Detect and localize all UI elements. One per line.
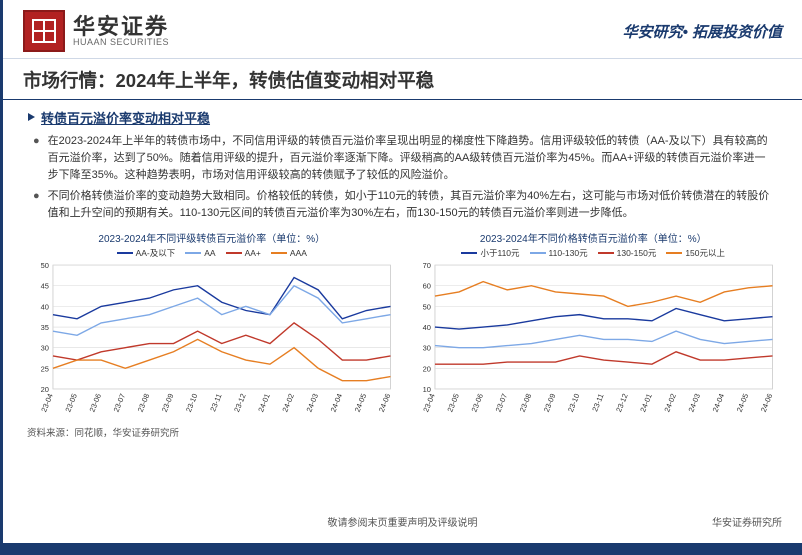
legend-swatch <box>271 252 287 254</box>
chart-legend: AA-及以下 AA AA+ AAA <box>27 247 397 259</box>
svg-text:60: 60 <box>422 282 430 291</box>
legend-label: AA+ <box>245 248 261 258</box>
svg-text:23-09: 23-09 <box>160 393 176 414</box>
svg-text:24-04: 24-04 <box>329 393 345 414</box>
chart-svg: 10 20 30 40 50 60 70 23-04 23-05 23-06 23-07 23-08 2… <box>409 261 779 421</box>
svg-text:45: 45 <box>41 282 49 291</box>
svg-text:23-11: 23-11 <box>208 393 223 414</box>
bullet-dot-icon: ● <box>33 188 40 222</box>
source-text: 资料来源：同花顺，华安证券研究所 <box>3 421 802 439</box>
legend-item: 110-130元 <box>530 247 588 259</box>
svg-text:24-03: 24-03 <box>305 393 321 414</box>
bullet-text: 在2023-2024年上半年的转债市场中，不同信用评级的转债百元溢价率呈现出明显… <box>48 133 772 184</box>
svg-text:23-08: 23-08 <box>517 393 533 414</box>
logo-icon <box>23 10 65 52</box>
svg-text:23-07: 23-07 <box>112 393 128 414</box>
bullet-dot-icon: ● <box>33 133 40 184</box>
svg-text:40: 40 <box>422 323 430 332</box>
svg-text:23-04: 23-04 <box>39 393 55 414</box>
logo-cn: 华安证券 <box>73 15 169 38</box>
legend-label: AAA <box>290 248 307 258</box>
svg-text:24-01: 24-01 <box>256 393 272 414</box>
svg-text:24-03: 24-03 <box>686 393 702 414</box>
legend-item: AA+ <box>226 247 261 259</box>
svg-text:23-12: 23-12 <box>232 393 248 414</box>
header-tagline: 华安研究• 拓展投资价值 <box>623 21 782 42</box>
svg-text:23-11: 23-11 <box>590 393 605 414</box>
svg-text:10: 10 <box>422 385 430 394</box>
svg-text:25: 25 <box>41 365 49 374</box>
svg-text:24-01: 24-01 <box>638 393 654 414</box>
legend-item: 小于110元 <box>461 247 519 259</box>
legend-label: 130-150元 <box>617 247 657 259</box>
svg-text:30: 30 <box>422 344 430 353</box>
bullet-text: 不同价格转债溢价率的变动趋势大致相同。价格较低的转债，如小于110元的转债，其百… <box>48 188 772 222</box>
page-title: 市场行情：2024年上半年，转债估值变动相对平稳 <box>3 59 802 100</box>
svg-text:24-06: 24-06 <box>758 393 774 414</box>
svg-text:24-02: 24-02 <box>662 393 678 414</box>
legend-item: AA-及以下 <box>117 247 176 259</box>
legend-label: 110-130元 <box>549 247 588 259</box>
header: 华安证券 HUAAN SECURITIES 华安研究• 拓展投资价值 <box>3 0 802 59</box>
svg-text:24-04: 24-04 <box>710 393 726 414</box>
chart-svg: 20 25 30 35 40 45 50 23-04 23-05 23-06 23-07 23-08 2… <box>27 261 397 421</box>
svg-text:20: 20 <box>41 385 49 394</box>
legend-swatch <box>598 252 614 254</box>
legend-swatch <box>530 252 546 254</box>
svg-text:30: 30 <box>41 344 49 353</box>
svg-text:23-04: 23-04 <box>421 393 437 414</box>
svg-text:23-06: 23-06 <box>88 393 104 414</box>
svg-text:23-10: 23-10 <box>565 393 581 414</box>
charts-row: 2023-2024年不同评级转债百元溢价率（单位：%） AA-及以下AAAA+A… <box>3 228 802 421</box>
logo-block: 华安证券 HUAAN SECURITIES <box>23 10 169 52</box>
page: 华安证券 HUAAN SECURITIES 华安研究• 拓展投资价值 市场行情：… <box>0 0 802 555</box>
svg-text:24-05: 24-05 <box>734 393 750 414</box>
chart-legend: 小于110元 110-130元 130-150元 150元以上 <box>409 247 779 259</box>
footer-center: 敬请参阅末页重要声明及评级说明 <box>3 514 802 529</box>
svg-text:23-07: 23-07 <box>493 393 509 414</box>
legend-swatch <box>666 252 682 254</box>
bullet-2: ● 不同价格转债溢价率的变动趋势大致相同。价格较低的转债，如小于110元的转债，… <box>33 188 772 222</box>
subhead-text: 转债百元溢价率变动相对平稳 <box>41 108 210 127</box>
svg-text:24-06: 24-06 <box>377 393 393 414</box>
legend-label: AA <box>204 248 215 258</box>
legend-label: 150元以上 <box>685 247 725 259</box>
legend-item: AA <box>185 247 215 259</box>
legend-swatch <box>226 252 242 254</box>
svg-text:20: 20 <box>422 365 430 374</box>
bullet-1: ● 在2023-2024年上半年的转债市场中，不同信用评级的转债百元溢价率呈现出… <box>33 133 772 184</box>
svg-text:23-09: 23-09 <box>541 393 557 414</box>
svg-text:24-05: 24-05 <box>353 393 369 414</box>
footer-right: 华安证券研究所 <box>712 514 782 529</box>
content-section: 转债百元溢价率变动相对平稳 ● 在2023-2024年上半年的转债市场中，不同信… <box>3 100 802 228</box>
svg-text:23-10: 23-10 <box>184 393 200 414</box>
legend-swatch <box>461 252 477 254</box>
chart-title: 2023-2024年不同价格转债百元溢价率（单位：%） <box>409 230 779 245</box>
legend-item: AAA <box>271 247 307 259</box>
svg-text:50: 50 <box>422 303 430 312</box>
chevron-right-icon <box>27 110 37 125</box>
svg-text:23-08: 23-08 <box>136 393 152 414</box>
svg-text:23-05: 23-05 <box>445 393 461 414</box>
svg-text:23-05: 23-05 <box>63 393 79 414</box>
legend-label: 小于110元 <box>480 247 519 259</box>
logo-text: 华安证券 HUAAN SECURITIES <box>73 15 169 48</box>
legend-item: 130-150元 <box>598 247 657 259</box>
svg-text:35: 35 <box>41 323 49 332</box>
svg-text:50: 50 <box>41 261 49 270</box>
legend-item: 150元以上 <box>666 247 725 259</box>
svg-text:70: 70 <box>422 261 430 270</box>
svg-text:40: 40 <box>41 303 49 312</box>
svg-text:23-06: 23-06 <box>469 393 485 414</box>
legend-label: AA-及以下 <box>136 247 176 259</box>
chart-right: 2023-2024年不同价格转债百元溢价率（单位：%） 小于110元 110-13… <box>409 230 779 421</box>
chart-title: 2023-2024年不同评级转债百元溢价率（单位：%） <box>27 230 397 245</box>
legend-swatch <box>185 252 201 254</box>
svg-text:23-12: 23-12 <box>614 393 630 414</box>
chart-left: 2023-2024年不同评级转债百元溢价率（单位：%） AA-及以下AAAA+A… <box>27 230 397 421</box>
svg-text:24-02: 24-02 <box>280 393 296 414</box>
section-subhead: 转债百元溢价率变动相对平稳 <box>27 108 778 127</box>
logo-en: HUAAN SECURITIES <box>73 38 169 47</box>
legend-swatch <box>117 252 133 254</box>
